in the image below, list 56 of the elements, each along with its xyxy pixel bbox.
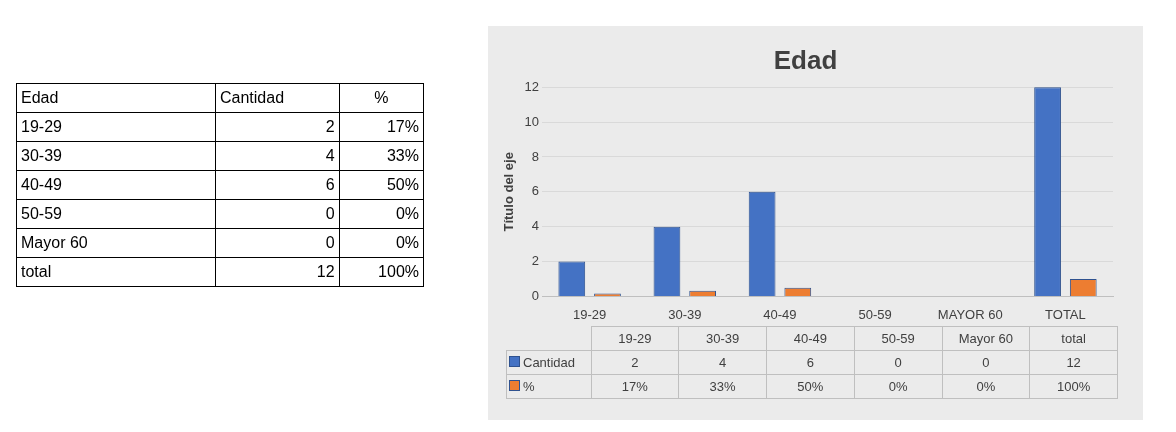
y-tick-label: 0	[531, 287, 540, 303]
x-tick-label: 40-49	[763, 306, 797, 322]
category-label: 50-59	[16, 199, 216, 229]
data-label: 0%	[854, 374, 942, 399]
category-label: Mayor 60	[16, 228, 216, 258]
data-label: 0%	[339, 228, 424, 258]
data-label: 50%	[339, 170, 424, 200]
data-label: 33%	[678, 374, 767, 399]
text: Edad	[16, 83, 216, 113]
y-axis-title: Título del eje	[501, 152, 517, 232]
data-label: 0	[942, 350, 1030, 375]
x-tick-label: MAYOR 60	[937, 306, 1003, 322]
data-label: 12	[215, 257, 340, 287]
category-label: 50-59	[881, 331, 915, 346]
data-label: 33%	[339, 141, 424, 171]
chart-title: Edad	[773, 44, 838, 75]
data-label: 0	[215, 199, 340, 229]
y-tick-label: 4	[531, 218, 540, 234]
category-label: 40-49	[793, 331, 827, 346]
x-tick-label: TOTAL	[1045, 306, 1086, 322]
category-label: 30-39	[706, 331, 740, 346]
x-tick-label: 50-59	[858, 306, 892, 322]
text: %	[339, 83, 424, 113]
data-label: 17%	[591, 374, 679, 399]
data-label: 0%	[942, 374, 1030, 399]
y-tick-label: 6	[531, 183, 540, 199]
category-label: 19-29	[618, 331, 652, 346]
data-label: 0	[215, 228, 340, 258]
legend-label: %	[506, 374, 591, 399]
y-tick-label: 2	[531, 253, 540, 269]
category-label: total	[1061, 331, 1086, 346]
data-label: 6	[766, 350, 855, 375]
category-label: 40-49	[16, 170, 216, 200]
data-label: 6	[215, 170, 340, 200]
data-label: 4	[215, 141, 340, 171]
x-tick-label: 30-39	[668, 306, 702, 322]
data-label: 50%	[766, 374, 855, 399]
y-tick-label: 12	[524, 78, 540, 94]
category-label: Mayor 60	[958, 331, 1013, 346]
x-tick-label: 19-29	[573, 306, 607, 322]
data-label: 0%	[339, 199, 424, 229]
data-label: 2	[215, 112, 340, 142]
data-label: 2	[591, 350, 679, 375]
y-tick-label: 10	[524, 113, 540, 129]
legend-label: Cantidad	[506, 350, 591, 375]
data-label: 4	[678, 350, 767, 375]
text: Cantidad	[215, 83, 340, 113]
data-label: 0	[854, 350, 942, 375]
category-label: 19-29	[16, 112, 216, 142]
category-label: 30-39	[16, 141, 216, 171]
data-label: 100%	[1029, 374, 1118, 399]
data-label: 100%	[339, 257, 424, 287]
data-label: 17%	[339, 112, 424, 142]
data-label: 12	[1029, 350, 1118, 375]
y-tick-label: 8	[531, 148, 540, 164]
category-label: total	[16, 257, 216, 287]
